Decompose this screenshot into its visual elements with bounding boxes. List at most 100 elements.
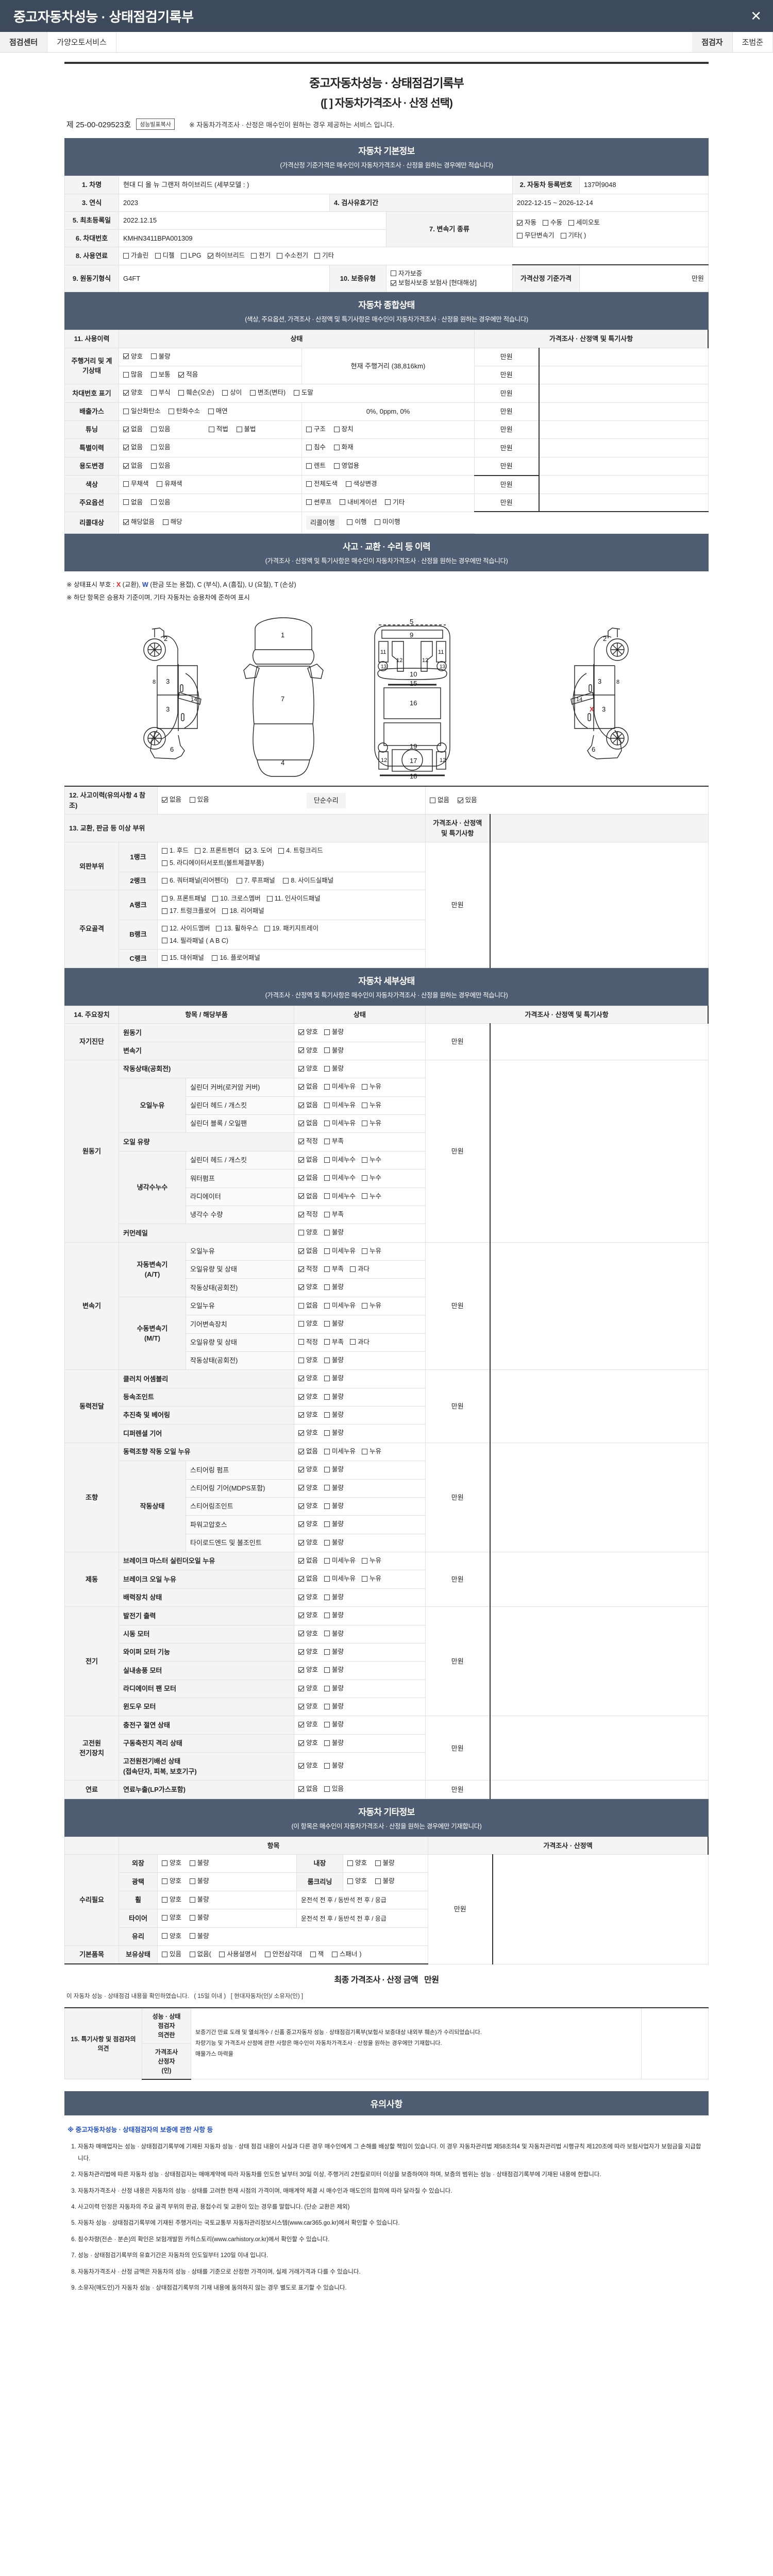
checkbox-fuel-2[interactable]: LPG [180, 251, 201, 261]
checkbox-basic-jack[interactable]: 잭 [310, 1950, 324, 1959]
checkbox-option-1[interactable]: 불량 [324, 1592, 344, 1602]
checkbox-option-2[interactable]: 누유 [362, 1556, 381, 1566]
checkbox-option-0[interactable]: 양호 [298, 1392, 318, 1402]
checkbox-wheel-good[interactable]: 양호 [162, 1895, 181, 1905]
checkbox-option-1[interactable]: 불량 [324, 1410, 344, 1420]
checkbox-option-0[interactable]: 없음 [298, 1246, 318, 1256]
checkbox-option-0[interactable]: 양호 [298, 1519, 318, 1529]
checkbox-basic-triangle[interactable]: 안전삼각대 [264, 1950, 302, 1959]
checkbox-option-0[interactable]: 없음 [298, 1100, 318, 1110]
checkbox-vin-4[interactable]: 변조(변타) [249, 388, 285, 398]
checkbox-option-0[interactable]: 양호 [298, 1665, 318, 1675]
checkbox-simple-none[interactable]: 없음 [430, 795, 449, 805]
checkbox-option-1[interactable]: 부족 [324, 1137, 344, 1146]
checkbox-polish-bad[interactable]: 불량 [189, 1876, 209, 1886]
checkbox-option-0[interactable]: 없음 [298, 1155, 318, 1165]
checkbox-option-0[interactable]: 양호 [298, 1647, 318, 1657]
checkbox-option-0[interactable]: 없음 [298, 1574, 318, 1584]
checkbox-option-1[interactable]: 불량 [324, 1483, 344, 1493]
checkbox-glass-bad[interactable]: 불량 [189, 1931, 209, 1941]
checkbox-options-etc[interactable]: 기타 [385, 498, 405, 507]
checkbox-option-1[interactable]: 불량 [324, 1027, 344, 1037]
checkbox-usechange-biz[interactable]: 영업용 [333, 461, 359, 471]
checkbox-fuel-1[interactable]: 디젤 [155, 251, 175, 261]
checkbox-color-0[interactable]: 무채색 [123, 479, 149, 489]
checkbox-recall-1[interactable]: 해당 [162, 517, 182, 527]
checkbox-option-1[interactable]: 불량 [324, 1392, 344, 1402]
checkbox-option-0[interactable]: 양호 [298, 1761, 318, 1771]
checkbox-option-2[interactable]: 누유 [362, 1301, 381, 1311]
checkbox-options-1[interactable]: 있음 [150, 498, 171, 507]
checkbox-option-1[interactable]: 불량 [324, 1761, 344, 1771]
checkbox-polish-good[interactable]: 양호 [162, 1876, 181, 1886]
checkbox-option-1[interactable]: 불량 [324, 1647, 344, 1657]
checkbox-option-1[interactable]: 미세누수 [324, 1155, 356, 1165]
checkbox-vin-0[interactable]: 양호 [123, 388, 143, 398]
checkbox-part-floorpanel[interactable]: 16. 플로어패널 [212, 953, 260, 963]
checkbox-part-frontpanel[interactable]: 9. 프론트패널 [162, 894, 206, 904]
checkbox-color-changed[interactable]: 색상변경 [345, 479, 377, 489]
checkbox-options-0[interactable]: 없음 [123, 498, 143, 507]
checkbox-option-1[interactable]: 불량 [324, 1684, 344, 1693]
checkbox-option-2[interactable]: 누수 [362, 1192, 381, 1201]
checkbox-option-1[interactable]: 미세누유 [324, 1118, 356, 1128]
checkbox-mileage-good[interactable]: 양호 [123, 352, 143, 362]
checkbox-option-0[interactable]: 적정 [298, 1337, 318, 1347]
checkbox-mileage-few[interactable]: 적음 [178, 370, 198, 380]
checkbox-option-1[interactable]: 미세누수 [324, 1192, 356, 1201]
checkbox-option-0[interactable]: 양호 [298, 1228, 318, 1238]
checkbox-option-0[interactable]: 없음 [298, 1556, 318, 1566]
checkbox-option-1[interactable]: 불량 [324, 1501, 344, 1511]
checkbox-color-full[interactable]: 전체도색 [306, 479, 338, 489]
checkbox-basic-none[interactable]: 없음( [189, 1950, 211, 1959]
checkbox-basic-have[interactable]: 있음 [162, 1950, 181, 1959]
checkbox-basic-spanner[interactable]: 스패너) [331, 1950, 362, 1959]
checkbox-tire-good[interactable]: 양호 [162, 1913, 181, 1923]
checkbox-option-1[interactable]: 불량 [324, 1665, 344, 1675]
checkbox-part-rearpanel[interactable]: 18. 리어패널 [222, 906, 264, 916]
checkbox-tuning-device[interactable]: 장치 [333, 425, 354, 434]
checkbox-simple-yes[interactable]: 있음 [457, 795, 477, 805]
checkbox-option-0[interactable]: 양호 [298, 1410, 318, 1420]
checkbox-option-1[interactable]: 불량 [324, 1611, 344, 1620]
checkbox-option-1[interactable]: 있음 [324, 1784, 344, 1794]
checkbox-option-1[interactable]: 불량 [324, 1702, 344, 1711]
checkbox-option-2[interactable]: 과다 [350, 1337, 369, 1347]
checkbox-tuning-legal[interactable]: 적법 [208, 425, 228, 434]
checkbox-part-pillar[interactable]: 14. 필라패널 ( A B C) [162, 936, 228, 946]
checkbox-option-0[interactable]: 없음 [298, 1192, 318, 1201]
checkbox-option-1[interactable]: 불량 [324, 1282, 344, 1292]
checkbox-option-1[interactable]: 불량 [324, 1720, 344, 1730]
checkbox-fuel-6[interactable]: 기타 [314, 251, 334, 261]
checkbox-part-packagetray[interactable]: 19. 패키지트레이 [264, 924, 318, 934]
checkbox-room-bad[interactable]: 불량 [375, 1876, 395, 1886]
checkbox-option-0[interactable]: 양호 [298, 1538, 318, 1548]
checkbox-option-0[interactable]: 없음 [298, 1784, 318, 1794]
checkbox-fuel-4[interactable]: 전기 [251, 251, 271, 261]
checkbox-recall-0[interactable]: 해당없음 [123, 517, 155, 527]
checkbox-part-wheelhouse[interactable]: 13. 휠하우스 [216, 924, 258, 934]
checkbox-glass-good[interactable]: 양호 [162, 1931, 181, 1941]
checkbox-transmission-3[interactable]: 무단변속기 [517, 231, 554, 241]
checkbox-option-1[interactable]: 부족 [324, 1264, 344, 1274]
checkbox-option-2[interactable]: 누수 [362, 1155, 381, 1165]
checkbox-warranty-1[interactable]: 보험사보증 보험사 [현대해상] [390, 278, 477, 288]
checkbox-option-1[interactable]: 부족 [324, 1210, 344, 1219]
checkbox-option-0[interactable]: 없음 [298, 1118, 318, 1128]
checkbox-option-0[interactable]: 없음 [298, 1447, 318, 1456]
checkbox-option-1[interactable]: 불량 [324, 1228, 344, 1238]
checkbox-option-2[interactable]: 과다 [350, 1264, 369, 1274]
checkbox-option-1[interactable]: 불량 [324, 1046, 344, 1056]
checkbox-part-crossmember[interactable]: 10. 크로스멤버 [212, 894, 261, 904]
checkbox-int-bad[interactable]: 불량 [375, 1858, 395, 1868]
checkbox-usechange-0[interactable]: 없음 [123, 461, 143, 471]
checkbox-option-0[interactable]: 양호 [298, 1611, 318, 1620]
checkbox-basic-manual[interactable]: 사용설명서 [219, 1950, 257, 1959]
checkbox-option-1[interactable]: 불량 [324, 1738, 344, 1748]
checkbox-option-0[interactable]: 양호 [298, 1720, 318, 1730]
checkbox-tuning-0[interactable]: 없음 [123, 425, 143, 434]
checkbox-mileage-bad[interactable]: 불량 [150, 352, 171, 362]
checkbox-room-good[interactable]: 양호 [347, 1876, 367, 1886]
checkbox-option-1[interactable]: 미세누유 [324, 1301, 356, 1311]
checkbox-option-0[interactable]: 양호 [298, 1738, 318, 1748]
